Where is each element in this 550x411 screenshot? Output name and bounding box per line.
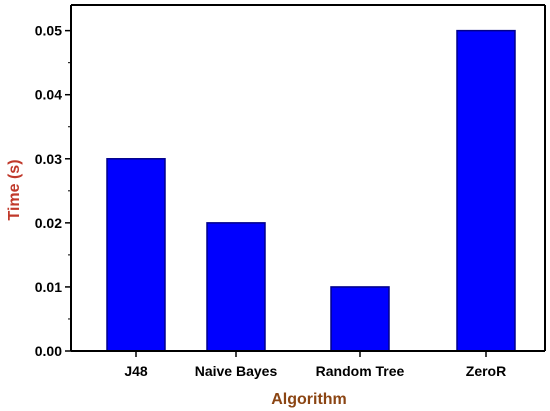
y-ticks-group: 0.00 0.01 0.02 0.03 0.04 0.05 — [35, 23, 71, 359]
axes-group — [70, 4, 546, 352]
bar-naive-bayes — [206, 222, 266, 352]
y-tick-label: 0.02 — [35, 215, 62, 231]
x-axis-title: Algorithm — [271, 391, 347, 408]
y-tick-label: 0.04 — [35, 87, 62, 103]
y-tick-label: 0.01 — [35, 279, 62, 295]
y-tick-label: 0.03 — [35, 151, 62, 167]
x-ticks-group: J48 Naive Bayes Random Tree ZeroR — [124, 351, 506, 379]
x-tick-label: ZeroR — [466, 363, 506, 379]
y-tick-label: 0.05 — [35, 23, 62, 39]
x-tick-label: Random Tree — [316, 363, 405, 379]
bars-group — [106, 29, 516, 352]
bar-j48 — [106, 158, 166, 352]
bar-random-tree — [330, 286, 390, 352]
y-axis-title: Time (s) — [6, 159, 23, 220]
y-tick-label: 0.00 — [35, 343, 62, 359]
bar-zeror — [456, 29, 516, 352]
x-tick-label: Naive Bayes — [195, 363, 278, 379]
x-tick-label: J48 — [124, 363, 148, 379]
